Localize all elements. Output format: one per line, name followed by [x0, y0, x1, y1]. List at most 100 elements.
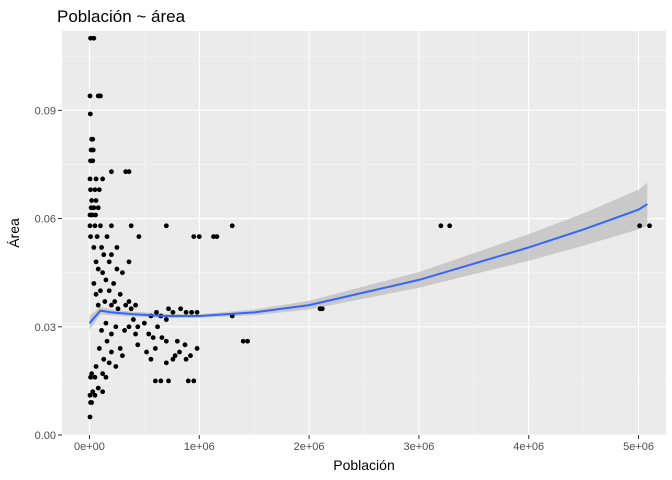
scatter-point: [133, 331, 138, 337]
scatter-point: [196, 234, 202, 240]
scatter-point: [189, 309, 194, 315]
smooth-trend-line: [88, 203, 648, 324]
scatter-point: [88, 187, 93, 193]
scatter-point: [99, 327, 104, 333]
scatter-point: [91, 205, 97, 211]
scatter-point: [87, 176, 93, 182]
scatter-point: [99, 245, 104, 250]
scatter-point: [93, 176, 99, 182]
scatter-point: [109, 169, 114, 175]
scatter-point: [113, 324, 119, 330]
scatter-point: [88, 374, 93, 380]
scatter-point: [194, 309, 200, 315]
scatter-point: [188, 353, 193, 359]
scatter-point: [93, 291, 99, 297]
scatter-point: [94, 234, 100, 240]
scatter-point: [245, 338, 250, 344]
y-tick-label: 0.03: [35, 322, 56, 334]
scatter-point: [447, 223, 453, 229]
scatter-point: [92, 374, 98, 380]
scatter-point: [166, 306, 171, 312]
scatter-point: [101, 252, 107, 258]
scatter-point: [104, 338, 110, 344]
scatter-point: [194, 346, 200, 351]
grid-lines: [62, 31, 666, 436]
scatter-point: [101, 356, 107, 362]
scatter-point: [87, 111, 93, 117]
scatter-point: [106, 288, 112, 294]
scatter-point: [89, 198, 95, 203]
scatter-point: [240, 338, 246, 344]
scatter-point: [113, 364, 119, 369]
scatter-point: [90, 158, 96, 164]
scatter-point: [109, 349, 114, 355]
axis-ticks: 0e+00 1e+06 2e+06 3e+06 4e+06 5e+06 0.00 0.03 0.…: [35, 105, 654, 453]
scatter-point: [106, 259, 112, 265]
scatter-point: [183, 356, 189, 362]
scatter-point: [128, 223, 134, 229]
scatter-point: [88, 35, 93, 41]
scatter-point: [229, 223, 235, 229]
scatter-point: [109, 252, 114, 258]
scatter-point: [88, 234, 93, 240]
scatter-point: [95, 385, 101, 391]
scatter-point: [163, 338, 169, 344]
scatter-point: [155, 324, 160, 330]
scatter-point: [89, 400, 95, 405]
scatter-point: [87, 93, 93, 99]
scatter-point: [109, 331, 114, 337]
scatter-point: [191, 378, 197, 384]
scatter-point: [166, 378, 171, 384]
x-tick-label: 0e+00: [74, 441, 105, 453]
scatter-point: [647, 223, 652, 229]
scatter-point: [95, 302, 101, 308]
scatter-point: [136, 234, 142, 240]
scatter-point: [144, 349, 149, 355]
scatter-point: [178, 306, 184, 312]
scatter-point: [120, 270, 125, 276]
y-tick-label: 0.06: [35, 214, 56, 226]
scatter-point: [87, 223, 93, 229]
scatter-point: [95, 205, 101, 211]
scatter-point: [170, 309, 176, 315]
scatter-point: [185, 378, 191, 384]
scatter-point: [115, 306, 121, 312]
scatter-point: [163, 223, 169, 229]
scatter-point: [90, 136, 96, 142]
scatter-point: [87, 392, 93, 398]
x-tick-label: 2e+06: [294, 441, 325, 453]
scatter-point: [152, 346, 158, 351]
scatter-point: [114, 266, 120, 272]
y-tick-label: 0.00: [35, 430, 56, 442]
scatter-point: [93, 212, 98, 218]
x-axis-label: Población: [333, 457, 395, 473]
scatter-point: [109, 223, 114, 229]
data-points: [87, 35, 652, 420]
scatter-point: [146, 331, 152, 337]
scatter-point: [96, 346, 102, 351]
scatter-point: [91, 35, 97, 41]
scatter-point: [319, 306, 325, 312]
scatter-point: [174, 338, 180, 344]
scatter-point: [100, 371, 106, 377]
scatter-point: [92, 187, 98, 193]
scatter-point: [111, 281, 117, 286]
scatter-point: [100, 389, 106, 395]
scatter-point: [103, 374, 109, 380]
scatter-point: [126, 169, 132, 175]
x-tick-label: 4e+06: [513, 441, 544, 453]
scatter-point: [92, 392, 98, 398]
scatter-point: [170, 356, 176, 362]
scatter-point: [106, 360, 112, 366]
scatter-point: [135, 324, 141, 330]
scatter-point: [177, 349, 182, 355]
scatter-point: [91, 245, 97, 250]
scatter-point: [98, 223, 103, 229]
scatter-point: [148, 356, 154, 362]
scatter-point: [96, 187, 102, 193]
scatter-point: [98, 93, 103, 99]
scatter-point: [211, 234, 216, 240]
scatter-point: [114, 245, 120, 250]
scatter-point: [172, 353, 178, 359]
scatter-point: [123, 302, 129, 308]
